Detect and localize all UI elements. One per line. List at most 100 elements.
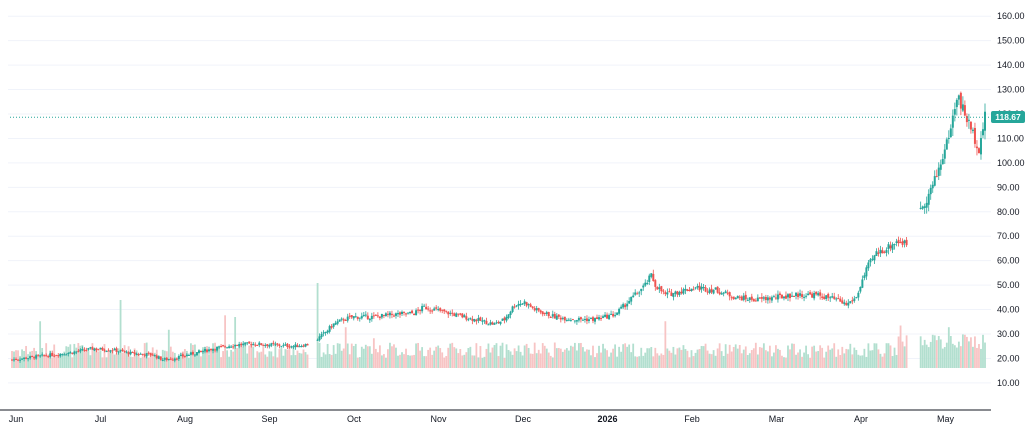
candle-body[interactable] [463, 315, 466, 318]
candle-body[interactable] [423, 305, 426, 307]
candle-body[interactable] [521, 303, 524, 305]
candle-body[interactable] [187, 354, 190, 356]
candle-body[interactable] [704, 287, 707, 292]
candle-body[interactable] [851, 300, 854, 302]
candle-body[interactable] [766, 297, 769, 301]
candle-body[interactable] [288, 346, 291, 348]
candle-body[interactable] [756, 297, 759, 302]
candle-body[interactable] [885, 249, 888, 253]
candle-body[interactable] [953, 109, 956, 115]
candle-body[interactable] [258, 342, 261, 346]
candle-body[interactable] [352, 316, 355, 319]
candle-body[interactable] [302, 345, 305, 347]
candle-body[interactable] [839, 298, 842, 302]
candle-body[interactable] [19, 359, 22, 361]
candle-body[interactable] [386, 313, 389, 315]
candle-body[interactable] [867, 262, 870, 269]
candle-body[interactable] [606, 314, 609, 319]
candle-body[interactable] [833, 296, 836, 299]
candle-body[interactable] [630, 296, 633, 302]
candle-body[interactable] [975, 146, 978, 149]
candle-body[interactable] [702, 286, 705, 288]
candle-body[interactable] [232, 346, 235, 348]
candle-body[interactable] [282, 344, 285, 346]
candle-body[interactable] [25, 357, 28, 359]
candle-body[interactable] [276, 343, 279, 345]
candle-body[interactable] [195, 352, 198, 356]
candle-body[interactable] [63, 354, 66, 356]
candle-body[interactable] [740, 296, 743, 301]
candle-body[interactable] [937, 167, 940, 176]
candle-body[interactable] [169, 358, 172, 360]
candle-body[interactable] [620, 306, 623, 309]
candle-body[interactable] [332, 323, 335, 327]
candle-body[interactable] [346, 316, 349, 321]
candle-body[interactable] [300, 346, 303, 348]
candle-body[interactable] [69, 352, 72, 354]
candle-body[interactable] [801, 294, 804, 297]
candle-body[interactable] [859, 286, 862, 292]
candle-body[interactable] [831, 296, 834, 298]
candle-body[interactable] [163, 358, 166, 360]
candle-body[interactable] [320, 333, 323, 338]
candle-body[interactable] [445, 310, 448, 312]
candle-body[interactable] [575, 320, 578, 322]
candle-body[interactable] [177, 356, 180, 360]
candle-body[interactable] [121, 349, 124, 351]
candle-body[interactable] [256, 344, 259, 346]
candle-body[interactable] [732, 296, 735, 299]
candle-body[interactable] [931, 184, 934, 189]
candle-body[interactable] [682, 289, 685, 294]
candle-body[interactable] [398, 312, 401, 315]
candle-body[interactable] [208, 349, 211, 352]
candle-body[interactable] [469, 317, 472, 319]
candle-body[interactable] [535, 308, 538, 311]
candle-body[interactable] [467, 319, 470, 321]
candle-body[interactable] [210, 349, 213, 351]
candle-body[interactable] [274, 344, 277, 346]
candle-body[interactable] [143, 354, 146, 356]
candle-body[interactable] [861, 279, 864, 288]
candle-body[interactable] [744, 294, 747, 300]
candle-body[interactable] [238, 344, 241, 347]
candle-body[interactable] [959, 92, 962, 109]
candle-body[interactable] [461, 313, 464, 318]
candle-body[interactable] [493, 323, 496, 325]
candle-body[interactable] [678, 292, 681, 296]
candle-body[interactable] [724, 291, 727, 294]
candle-body[interactable] [881, 250, 884, 254]
candle-body[interactable] [805, 295, 808, 297]
candle-body[interactable] [525, 302, 528, 306]
candle-body[interactable] [821, 296, 824, 298]
candle-body[interactable] [107, 350, 110, 352]
candle-body[interactable] [583, 318, 586, 320]
candle-body[interactable] [764, 296, 767, 300]
candle-body[interactable] [95, 348, 98, 350]
candle-body[interactable] [604, 314, 607, 317]
candle-body[interactable] [658, 287, 661, 290]
candle-body[interactable] [965, 116, 968, 123]
candle-body[interactable] [581, 319, 584, 321]
candle-body[interactable] [863, 275, 866, 279]
candle-body[interactable] [111, 350, 114, 352]
candle-body[interactable] [519, 303, 522, 305]
candle-body[interactable] [55, 355, 58, 357]
candle-body[interactable] [539, 310, 542, 313]
candle-body[interactable] [93, 348, 96, 351]
candle-body[interactable] [236, 344, 239, 346]
candle-body[interactable] [443, 309, 446, 312]
candle-body[interactable] [935, 175, 938, 177]
candle-body[interactable] [495, 322, 498, 324]
candle-body[interactable] [668, 291, 671, 293]
candle-body[interactable] [479, 317, 482, 321]
candle-body[interactable] [636, 293, 639, 295]
candle-body[interactable] [378, 316, 381, 319]
candle-body[interactable] [849, 301, 852, 304]
candle-body[interactable] [270, 343, 273, 346]
candle-body[interactable] [730, 297, 733, 299]
candle-body[interactable] [555, 315, 558, 320]
candle-body[interactable] [159, 356, 162, 360]
candle-body[interactable] [710, 288, 713, 293]
candle-body[interactable] [969, 121, 972, 130]
